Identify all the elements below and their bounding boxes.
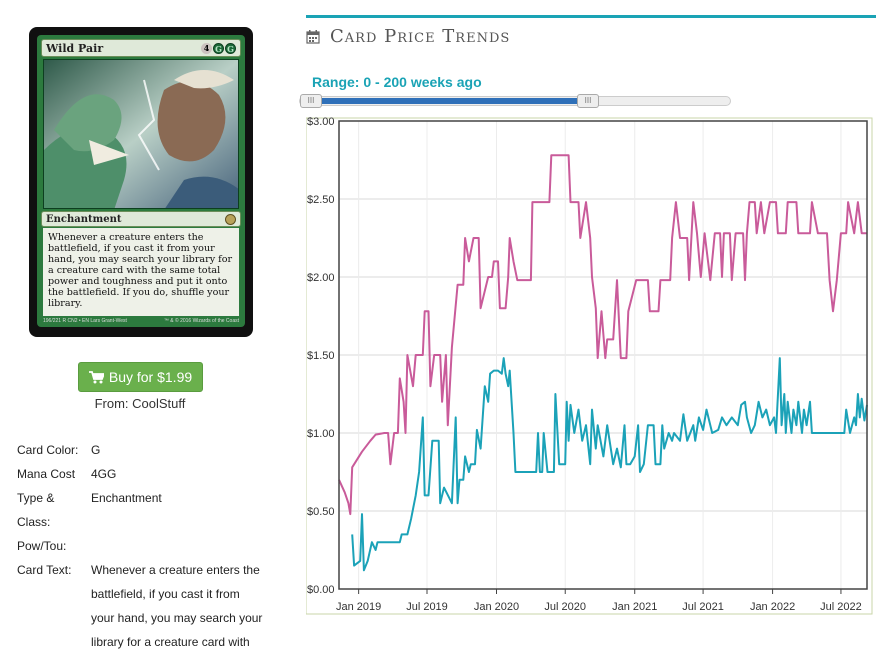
y-tick-label: $0.00 bbox=[307, 584, 335, 596]
detail-value: G bbox=[91, 443, 101, 457]
buy-button-label: Buy for $1.99 bbox=[108, 369, 193, 385]
mana-symbol-generic: 4 bbox=[201, 42, 212, 54]
y-tick-label: $1.00 bbox=[307, 428, 335, 440]
detail-label: Pow/Tou: bbox=[17, 539, 67, 553]
mana-symbol-green: G bbox=[225, 42, 236, 54]
detail-row-pow-tou: Pow/Tou: bbox=[17, 534, 266, 558]
section-title: Card Price Trends bbox=[330, 26, 511, 47]
card-type: Enchantment bbox=[46, 213, 122, 225]
plot-area-border bbox=[338, 120, 868, 590]
x-tick-label: Jul 2022 bbox=[820, 601, 862, 613]
x-tick-label: Jan 2021 bbox=[612, 601, 657, 613]
set-symbol-icon bbox=[225, 213, 236, 225]
detail-row-color: Card Color: G bbox=[17, 438, 266, 462]
y-tick-label: $2.50 bbox=[307, 194, 335, 206]
range-label: Range: 0 - 200 weeks ago bbox=[312, 74, 482, 90]
x-tick-label: Jul 2021 bbox=[682, 601, 724, 613]
price-series-line bbox=[351, 357, 868, 572]
card-collector-info: 196/221 R CN2 • EN Lars Grant-West bbox=[43, 318, 127, 324]
card-copyright: ™ & © 2016 Wizards of the Coast bbox=[163, 318, 239, 324]
card-art-illustration bbox=[44, 60, 238, 208]
mana-cost-symbols: 4 G G bbox=[201, 42, 236, 54]
range-slider-fill bbox=[304, 98, 586, 104]
detail-value bbox=[91, 534, 266, 558]
x-tick-label: Jan 2022 bbox=[750, 601, 795, 613]
detail-row-mana-cost: Mana Cost 4GG bbox=[17, 462, 266, 486]
card-image: Wild Pair 4 G G bbox=[29, 27, 253, 337]
seller-label: From: CoolStuff bbox=[94, 396, 186, 411]
card-art bbox=[43, 59, 239, 209]
detail-label: Card Text: bbox=[17, 563, 72, 577]
buy-button[interactable]: Buy for $1.99 bbox=[78, 362, 203, 392]
detail-label: Type & Class: bbox=[17, 491, 55, 529]
calendar-icon bbox=[306, 29, 320, 44]
detail-value: Enchantment bbox=[91, 491, 162, 505]
price-series-line bbox=[338, 154, 867, 516]
y-tick-label: $0.50 bbox=[307, 506, 335, 518]
chart-series bbox=[338, 154, 868, 572]
range-slider-handle-min[interactable]: III bbox=[300, 94, 322, 108]
detail-label: Mana Cost bbox=[17, 467, 76, 481]
card-rules-text: Whenever a creature enters the battlefie… bbox=[43, 228, 239, 316]
detail-value: Whenever a creature enters the battlefie… bbox=[91, 563, 263, 649]
y-tick-label: $2.00 bbox=[307, 272, 335, 284]
y-tick-label: $1.50 bbox=[307, 350, 335, 362]
section-heading: Card Price Trends bbox=[306, 26, 510, 47]
price-trend-chart: $0.00 $0.50 $1.00 $1.50 $2.00 $2.50 $3.00 Jan … bbox=[306, 116, 873, 615]
x-tick-label: Jul 2020 bbox=[544, 601, 586, 613]
detail-label: Card Color: bbox=[17, 443, 79, 457]
card-title-bar: Wild Pair 4 G G bbox=[41, 39, 241, 57]
x-tick-label: Jan 2020 bbox=[474, 601, 519, 613]
x-tick-label: Jan 2019 bbox=[336, 601, 381, 613]
card-details-table: Card Color: G Mana Cost 4GG Type & Class… bbox=[17, 438, 266, 654]
x-axis-labels: Jan 2019 Jul 2019 Jan 2020 Jul 2020 Jan 2021… bbox=[336, 601, 862, 613]
card-name: Wild Pair bbox=[46, 41, 104, 55]
section-divider bbox=[306, 15, 876, 18]
card-footer: 196/221 R CN2 • EN Lars Grant-West ™ & ©… bbox=[43, 318, 239, 327]
card-frame: Wild Pair 4 G G bbox=[37, 35, 245, 327]
chart-outer-frame bbox=[306, 117, 873, 615]
range-slider-handle-max[interactable]: III bbox=[577, 94, 599, 108]
x-tick-label: Jul 2019 bbox=[406, 601, 448, 613]
range-slider[interactable]: III III bbox=[299, 94, 731, 108]
card-type-line: Enchantment bbox=[41, 211, 241, 227]
mana-symbol-green: G bbox=[213, 42, 224, 54]
y-tick-label: $3.00 bbox=[307, 116, 335, 128]
detail-row-card-text: Card Text: Whenever a creature enters th… bbox=[17, 558, 266, 654]
shopping-cart-icon bbox=[88, 370, 104, 383]
y-axis-labels: $0.00 $0.50 $1.00 $1.50 $2.00 $2.50 $3.00 bbox=[307, 116, 335, 596]
detail-row-type: Type & Class: Enchantment bbox=[17, 486, 266, 534]
detail-value: 4GG bbox=[91, 467, 117, 481]
